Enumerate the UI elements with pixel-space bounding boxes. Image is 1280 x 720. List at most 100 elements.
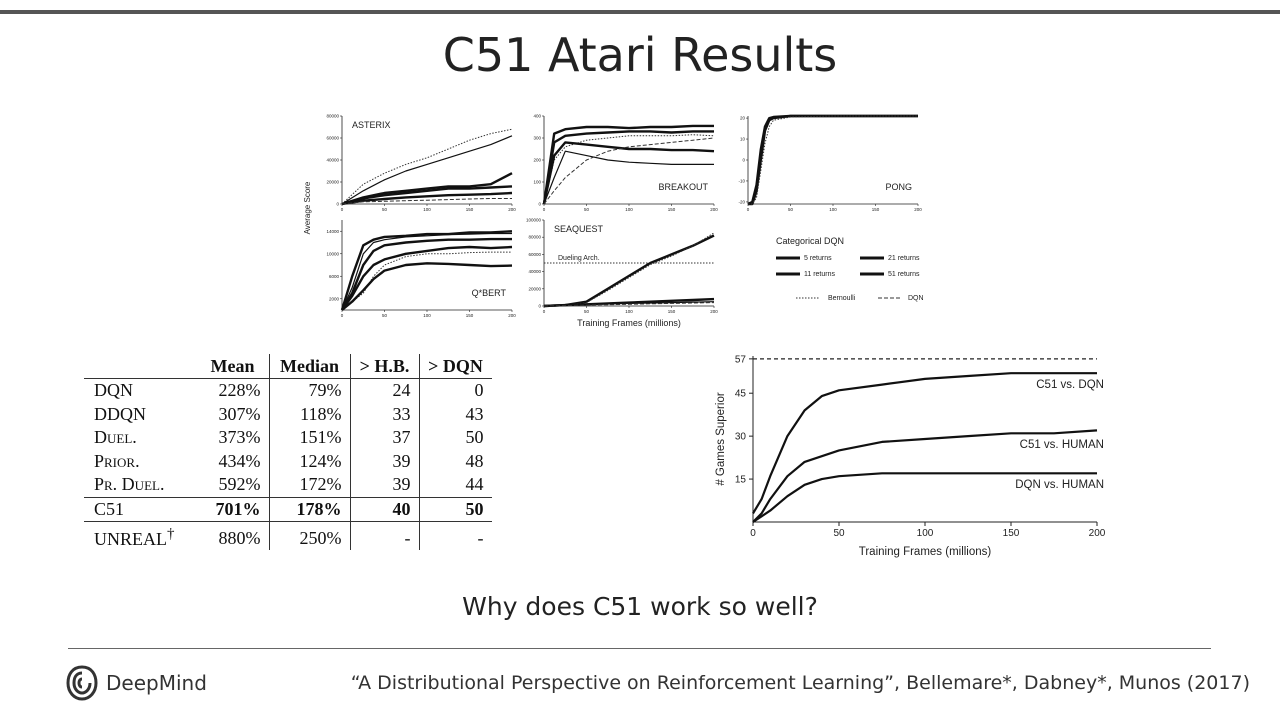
mean-value: 228% xyxy=(218,380,261,401)
x-tick-label: 100 xyxy=(423,207,431,212)
y-tick-label: 0 xyxy=(538,304,541,309)
x-tick-label: 200 xyxy=(508,207,516,212)
y-tick-label: 60000 xyxy=(326,136,339,141)
y-tick-label: 200 xyxy=(533,158,541,163)
x-tick-label: 150 xyxy=(872,207,880,212)
dqn-value: 50 xyxy=(418,426,492,450)
series-line xyxy=(341,191,513,206)
dqn-value: - xyxy=(418,521,492,550)
panel-title: BREAKOUT xyxy=(658,182,708,192)
y-tick-label: -20 xyxy=(738,199,745,204)
series-line xyxy=(752,372,1097,514)
dqn-value: 0 xyxy=(418,378,492,403)
panel-title: PONG xyxy=(885,182,912,192)
agent-name: Prior. xyxy=(94,450,140,471)
slide-question: Why does C51 work so well? xyxy=(462,592,818,621)
mean-value: 701% xyxy=(196,496,269,522)
y-tick-label: -10 xyxy=(738,178,745,183)
x-tick-label: 0 xyxy=(341,313,344,318)
x-tick-label: 200 xyxy=(710,207,718,212)
series-line xyxy=(341,232,512,311)
dqn-value: 50 xyxy=(418,496,492,522)
legend-label: 5 returns xyxy=(804,255,832,262)
series-line xyxy=(341,262,513,311)
median-value: 172% xyxy=(268,473,350,497)
y-tick-label: 80000 xyxy=(326,114,339,119)
hb-value: - xyxy=(349,521,419,550)
y-tick-label: 10000 xyxy=(326,251,339,256)
table-row: Duel. 373% 151% 37 50 xyxy=(84,426,492,450)
x-tick-label: 150 xyxy=(466,207,474,212)
series-label: DQN vs. HUMAN xyxy=(1015,479,1104,491)
panel-title: SEAQUEST xyxy=(554,224,604,234)
x-tick-label: 0 xyxy=(750,528,756,539)
series-line xyxy=(543,302,715,307)
series-line xyxy=(341,135,513,205)
median-value: 124% xyxy=(268,449,350,473)
y-tick-label: 40000 xyxy=(528,269,541,274)
hb-value: 39 xyxy=(349,473,419,497)
x-tick-label: 100 xyxy=(625,309,633,314)
y-tick-label: 2000 xyxy=(329,296,340,301)
y-tick-label: 6000 xyxy=(329,274,340,279)
y-tick-label: 14000 xyxy=(326,229,339,234)
table-header-hb: > H.B. xyxy=(349,354,419,379)
deepmind-logo: DeepMind xyxy=(66,665,207,701)
table-header-row: Mean Median > H.B. > DQN xyxy=(84,354,492,379)
series-line xyxy=(542,124,714,205)
legend-label-bernoulli: Bernoulli xyxy=(828,295,856,302)
game-panel: 0 50 100 150 200 0 20000 40000 60000 80000 ASTERIX xyxy=(326,114,516,213)
legend-label-dqn: DQN xyxy=(908,295,924,302)
y-tick-label: 45 xyxy=(735,389,747,400)
legend-label: 11 returns xyxy=(804,271,835,278)
x-tick-label: 100 xyxy=(423,313,431,318)
y-tick-label: 20 xyxy=(740,116,746,121)
dagger-mark: † xyxy=(167,526,175,542)
x-tick-label: 150 xyxy=(668,309,676,314)
x-tick-label: 100 xyxy=(917,528,934,539)
y-axis-label: # Games Superior xyxy=(715,392,727,485)
series-line xyxy=(543,134,715,205)
game-panel: 0 50 100 150 200 2000 6000 10000 14000 Q*BERT xyxy=(326,220,516,318)
footer-rule xyxy=(68,648,1211,649)
y-tick-label: 300 xyxy=(533,136,541,141)
x-tick-label: 150 xyxy=(668,207,676,212)
dqn-value: 43 xyxy=(418,402,492,426)
agent-name: Pr. Duel. xyxy=(94,474,165,495)
y-tick-label: 10 xyxy=(740,137,746,142)
game-results-figure: 0 50 100 150 200020000400006000080000ASTERIX… xyxy=(303,114,924,329)
dqn-value: 44 xyxy=(418,473,492,497)
y-tick-label: 400 xyxy=(533,114,541,119)
series-label: C51 vs. DQN xyxy=(1036,379,1104,391)
y-tick-label: 40000 xyxy=(326,158,339,163)
y-tick-label: 15 xyxy=(735,475,747,486)
y-tick-label: 57 xyxy=(735,354,747,365)
agent-name: Duel. xyxy=(94,427,137,448)
x-tick-label: 200 xyxy=(914,207,922,212)
x-tick-label: 200 xyxy=(508,313,516,318)
median-value: 151% xyxy=(268,426,350,450)
mean-value: 373% xyxy=(218,427,261,448)
hb-value: 37 xyxy=(349,426,419,450)
dueling-annotation: Dueling Arch. xyxy=(558,255,600,262)
mean-value: 880% xyxy=(218,527,261,548)
agent-name-text: UNREAL xyxy=(94,529,167,549)
y-tick-label: 100 xyxy=(533,180,541,185)
mean-value: 434% xyxy=(218,450,261,471)
series-line xyxy=(543,150,714,205)
mean-value: 592% xyxy=(218,474,261,495)
agent-name: C51 xyxy=(84,496,197,522)
x-tick-label: 150 xyxy=(466,313,474,318)
hb-value: 39 xyxy=(349,449,419,473)
series-line xyxy=(341,128,513,205)
average-score-label: Average Score xyxy=(303,181,312,234)
series-line xyxy=(341,251,512,311)
y-tick-label: 80000 xyxy=(528,235,541,240)
deepmind-logo-icon xyxy=(66,665,98,701)
hb-value: 33 xyxy=(349,402,419,426)
table-header-agent xyxy=(84,354,197,379)
training-frames-label: Training Frames (millions) xyxy=(577,318,681,328)
median-value: 118% xyxy=(268,402,350,426)
x-tick-label: 50 xyxy=(382,313,388,318)
agent-name: DDQN xyxy=(94,403,146,424)
